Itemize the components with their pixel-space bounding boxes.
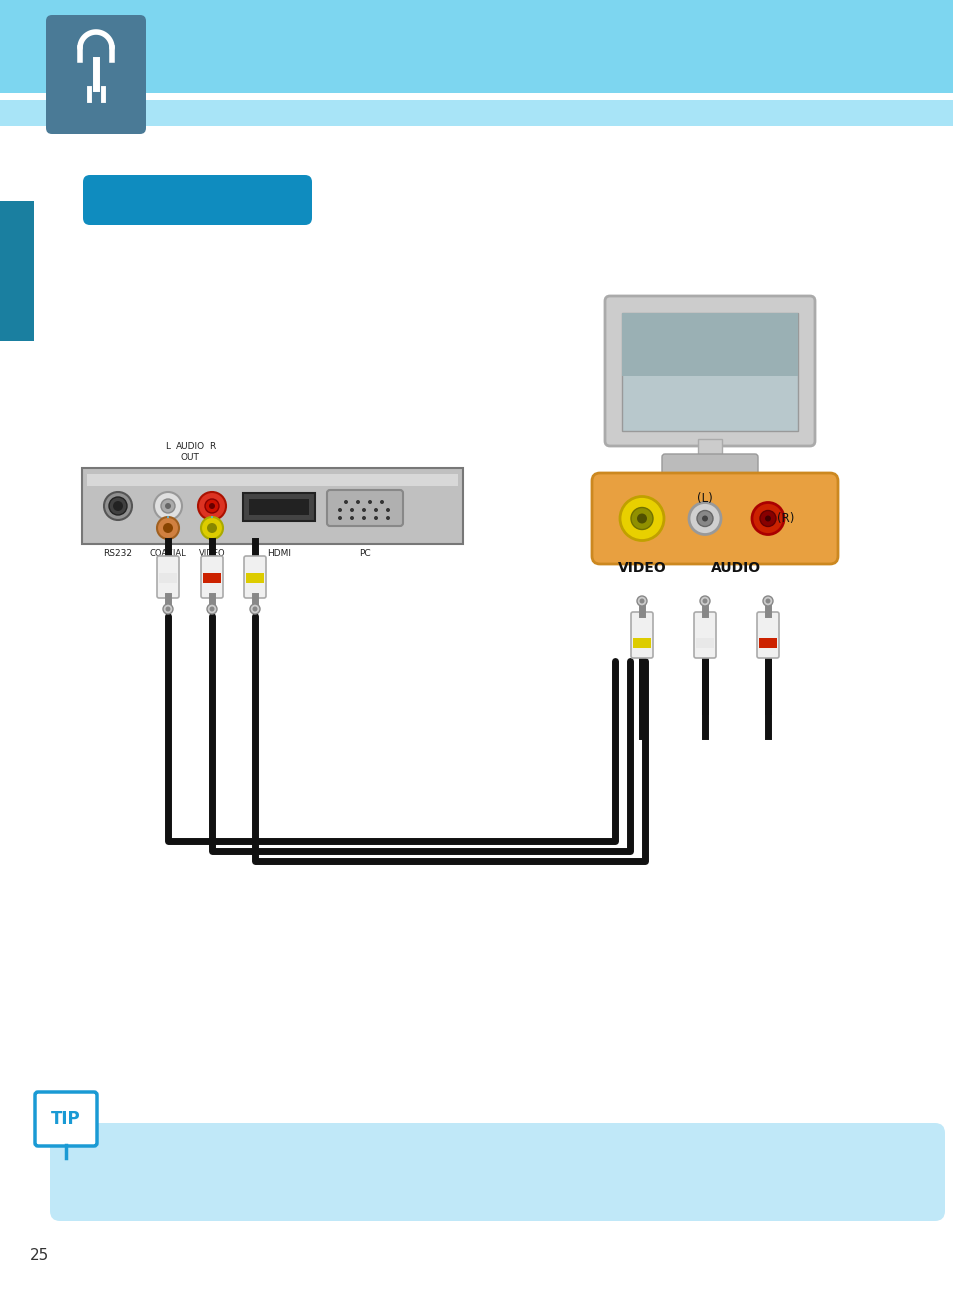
Circle shape [368,499,372,503]
FancyBboxPatch shape [249,499,309,515]
Circle shape [210,607,214,611]
Circle shape [700,597,709,606]
FancyBboxPatch shape [0,0,953,93]
Circle shape [688,502,720,535]
FancyBboxPatch shape [46,14,146,134]
Circle shape [764,599,770,603]
Circle shape [386,517,390,520]
Circle shape [379,499,384,503]
FancyBboxPatch shape [244,556,266,598]
Circle shape [337,517,341,520]
Circle shape [701,599,707,603]
Circle shape [361,507,366,513]
Text: RS232: RS232 [103,549,132,558]
FancyBboxPatch shape [621,313,797,431]
Circle shape [762,597,772,606]
Circle shape [344,499,348,503]
Text: PC: PC [359,549,371,558]
Circle shape [637,597,646,606]
Text: AUDIO: AUDIO [711,561,760,576]
Circle shape [207,604,216,614]
Circle shape [153,492,182,520]
FancyBboxPatch shape [87,475,457,486]
FancyBboxPatch shape [604,296,814,446]
Circle shape [165,607,171,611]
Circle shape [161,499,174,513]
Circle shape [253,607,257,611]
Text: TIP: TIP [51,1110,81,1127]
Circle shape [157,517,179,539]
Circle shape [163,523,172,534]
Text: COAXIAL
OUT: COAXIAL OUT [150,549,186,569]
FancyBboxPatch shape [696,638,713,648]
Circle shape [386,507,390,513]
Text: R: R [209,442,214,451]
FancyBboxPatch shape [698,439,721,459]
FancyBboxPatch shape [327,490,402,526]
Circle shape [355,499,359,503]
FancyBboxPatch shape [630,612,652,658]
FancyBboxPatch shape [693,612,716,658]
Text: AUDIO: AUDIO [175,442,204,451]
Circle shape [760,510,775,527]
Text: (R): (R) [777,513,794,524]
Circle shape [361,517,366,520]
Text: (L): (L) [697,492,712,505]
Circle shape [350,507,354,513]
FancyBboxPatch shape [633,638,650,648]
Text: 25: 25 [30,1248,50,1264]
FancyBboxPatch shape [50,1124,944,1221]
FancyBboxPatch shape [83,174,312,225]
Circle shape [163,604,172,614]
Circle shape [198,492,226,520]
FancyBboxPatch shape [246,573,264,583]
FancyBboxPatch shape [757,612,779,658]
Text: VIDEO
OUT: VIDEO OUT [198,549,225,569]
FancyBboxPatch shape [82,468,462,544]
Circle shape [374,517,377,520]
Circle shape [630,507,652,530]
Text: HDMI: HDMI [267,549,291,558]
FancyBboxPatch shape [0,98,953,126]
FancyBboxPatch shape [592,473,837,564]
Circle shape [751,502,783,535]
Circle shape [112,501,123,511]
Circle shape [697,510,712,527]
Circle shape [104,492,132,520]
Circle shape [337,507,341,513]
Circle shape [374,507,377,513]
FancyBboxPatch shape [157,556,179,598]
FancyBboxPatch shape [203,573,221,583]
Circle shape [205,499,219,513]
Circle shape [764,515,770,522]
FancyBboxPatch shape [201,556,223,598]
Circle shape [350,517,354,520]
FancyBboxPatch shape [759,638,776,648]
FancyBboxPatch shape [243,493,314,520]
FancyBboxPatch shape [661,454,758,476]
Circle shape [209,503,214,509]
FancyBboxPatch shape [0,201,34,341]
Circle shape [639,599,644,603]
Circle shape [637,514,646,523]
Circle shape [109,497,127,515]
Circle shape [701,515,707,522]
Text: L: L [165,442,171,451]
FancyBboxPatch shape [621,313,797,376]
Text: VIDEO: VIDEO [617,561,666,576]
Circle shape [250,604,260,614]
Circle shape [201,517,223,539]
FancyBboxPatch shape [0,93,953,100]
Circle shape [165,503,171,509]
FancyBboxPatch shape [35,1092,97,1146]
Circle shape [619,497,663,540]
Circle shape [207,523,216,534]
Text: OUT: OUT [180,454,199,461]
FancyBboxPatch shape [159,573,177,583]
